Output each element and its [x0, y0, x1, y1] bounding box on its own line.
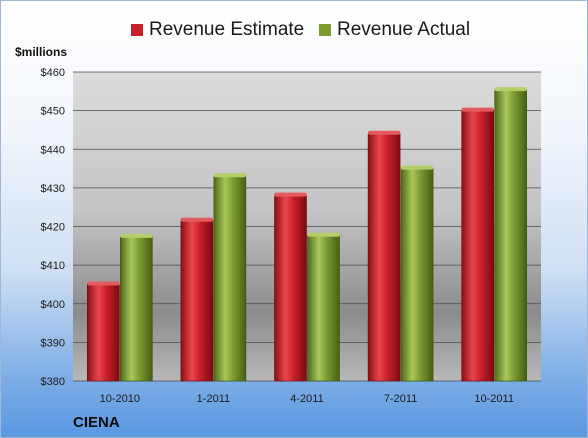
bar-revenue-estimate-cap: [274, 192, 307, 197]
y-tick-label: $380: [41, 376, 65, 388]
bar-revenue-actual-cap: [494, 87, 527, 92]
x-tick-label: 4-2011: [290, 393, 323, 405]
y-tick-label: $430: [41, 183, 65, 195]
bar-revenue-actual-cap: [401, 165, 434, 170]
bar-revenue-estimate: [180, 220, 214, 382]
x-tick-label: 10-2010: [100, 393, 140, 405]
bar-revenue-actual: [213, 175, 247, 382]
legend-swatch-estimate: [131, 24, 143, 36]
y-tick-label: $410: [41, 260, 65, 272]
bar-revenue-estimate: [461, 110, 495, 382]
bar-revenue-actual-cap: [213, 173, 246, 178]
y-tick-label: $420: [41, 222, 65, 234]
legend-label-actual: Revenue Actual: [337, 19, 471, 40]
bar-revenue-estimate: [87, 284, 120, 382]
bar-revenue-estimate: [367, 133, 401, 382]
legend-swatch-actual: [319, 24, 331, 36]
bar-revenue-actual: [400, 168, 434, 382]
legend-label-estimate: Revenue Estimate: [149, 19, 305, 40]
y-tick-label: $390: [41, 337, 65, 349]
legend: Revenue Estimate Revenue Actual: [1, 15, 587, 45]
bar-revenue-estimate-cap: [180, 217, 213, 222]
y-tick-label: $450: [41, 106, 65, 118]
bar-revenue-actual-cap: [120, 233, 153, 238]
x-tick-label: 1-2011: [197, 393, 230, 405]
bar-revenue-actual: [494, 89, 528, 382]
bar-revenue-estimate-cap: [461, 107, 494, 112]
bar-revenue-actual-cap: [307, 232, 340, 237]
bar-revenue-estimate-cap: [368, 130, 401, 135]
x-tick-label: 7-2011: [384, 393, 417, 405]
y-axis-units-label: $millions: [15, 45, 68, 59]
bar-revenue-estimate-cap: [87, 281, 120, 286]
bar-revenue-estimate: [274, 195, 307, 382]
y-tick-label: $460: [41, 67, 65, 79]
legend-item-estimate: Revenue Estimate: [131, 15, 304, 45]
company-name: CIENA: [73, 414, 120, 431]
legend-item-actual: Revenue Actual: [319, 15, 470, 45]
bar-revenue-actual: [307, 235, 340, 382]
y-tick-label: $400: [41, 299, 65, 311]
x-tick-label: 10-2011: [474, 393, 514, 405]
y-tick-label: $440: [41, 144, 65, 156]
bar-revenue-actual: [120, 236, 153, 382]
